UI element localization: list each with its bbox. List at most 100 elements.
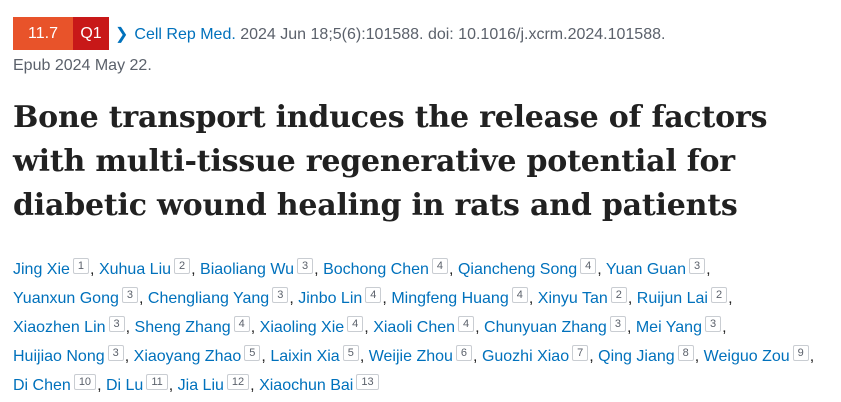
author-name-link[interactable]: Jing Xie xyxy=(13,261,70,278)
epub-date: Epub 2024 May 22. xyxy=(13,57,152,74)
author-name-link[interactable]: Xiaoyang Zhao xyxy=(133,348,242,365)
author-name-link[interactable]: Huijiao Nong xyxy=(13,348,105,365)
affiliation-badge[interactable]: 13 xyxy=(356,374,379,390)
affiliation-badge[interactable]: 4 xyxy=(347,316,364,332)
author-separator: , xyxy=(589,348,594,365)
author-name-link[interactable]: Weiguo Zou xyxy=(703,348,790,365)
author-name-link[interactable]: Biaoliang Wu xyxy=(200,261,295,278)
affiliation-badge[interactable]: 2 xyxy=(710,287,728,303)
affiliation-badge[interactable]: 1 xyxy=(72,258,90,274)
author-item: Weiguo Zou 9, xyxy=(703,345,814,365)
author-item: Jia Liu 12, xyxy=(177,374,255,394)
author-name-link[interactable]: Xinyu Tan xyxy=(537,290,608,307)
author-separator: , xyxy=(97,377,102,394)
author-name-link[interactable]: Xuhua Liu xyxy=(98,261,172,278)
affiliation-badge[interactable]: 10 xyxy=(73,374,97,390)
author-name-link[interactable]: Yuanxun Gong xyxy=(13,290,119,307)
author-name-link[interactable]: Weijie Zhou xyxy=(368,348,453,365)
author-item: Xuhua Liu 2, xyxy=(98,258,196,278)
citation-text: ❯ Cell Rep Med. 2024 Jun 18;5(6):101588. … xyxy=(115,24,665,44)
author-name-link[interactable]: Mingfeng Huang xyxy=(391,290,509,307)
author-separator: , xyxy=(722,319,727,336)
author-name-link[interactable]: Guozhi Xiao xyxy=(481,348,570,365)
affiliation-badge[interactable]: 4 xyxy=(233,316,250,332)
author-separator: , xyxy=(364,319,369,336)
author-separator: , xyxy=(191,261,196,278)
author-item: Jinbo Lin 4, xyxy=(298,287,387,307)
author-name-link[interactable]: Di Lu xyxy=(105,377,144,394)
affiliation-badge[interactable]: 3 xyxy=(688,258,706,274)
author-name-link[interactable]: Chunyuan Zhang xyxy=(484,319,607,336)
affiliation-badge[interactable]: 4 xyxy=(458,316,475,332)
author-separator: , xyxy=(261,348,266,365)
affiliation-badge[interactable]: 3 xyxy=(609,316,626,332)
author-name-link[interactable]: Xiaoli Chen xyxy=(373,319,456,336)
author-separator: , xyxy=(90,261,95,278)
author-separator: , xyxy=(359,348,365,365)
quartile-badge[interactable]: Q1 xyxy=(73,17,109,50)
author-name-link[interactable]: Jia Liu xyxy=(177,377,224,394)
authors-list: Jing Xie 1, Xuhua Liu 2, Biaoliang Wu 3, Bo… xyxy=(13,255,833,400)
journal-metrics-badge[interactable]: 11.7 Q1 xyxy=(13,17,109,50)
author-item: Biaoliang Wu 3, xyxy=(200,258,319,278)
affiliation-badge[interactable]: 4 xyxy=(511,287,528,303)
author-item: Ruijun Lai 2, xyxy=(636,287,733,307)
author-item: Mingfeng Huang 4, xyxy=(391,287,533,307)
author-name-link[interactable]: Xiaochun Bai xyxy=(259,377,354,394)
author-name-link[interactable]: Di Chen xyxy=(13,377,71,394)
affiliation-badge[interactable]: 11 xyxy=(146,374,168,390)
author-item: Di Lu 11, xyxy=(105,374,174,394)
author-name-link[interactable]: Bochong Chen xyxy=(323,261,429,278)
author-separator: , xyxy=(728,290,733,307)
affiliation-badge[interactable]: 5 xyxy=(244,345,261,361)
author-name-link[interactable]: Ruijun Lai xyxy=(636,290,708,307)
affiliation-badge[interactable]: 8 xyxy=(677,345,694,361)
author-item: Di Chen 10, xyxy=(13,374,102,394)
author-name-link[interactable]: Jinbo Lin xyxy=(298,290,363,307)
author-separator: , xyxy=(597,261,602,278)
affiliation-badge[interactable]: 9 xyxy=(792,345,809,361)
author-name-link[interactable]: Xiaozhen Lin xyxy=(13,319,106,336)
citation-details: 2024 Jun 18;5(6):101588. doi: 10.1016/j.… xyxy=(240,25,666,43)
affiliation-badge[interactable]: 3 xyxy=(107,345,124,361)
author-name-link[interactable]: Yuan Guan xyxy=(605,261,686,278)
author-separator: , xyxy=(475,319,480,336)
affiliation-badge[interactable]: 3 xyxy=(297,258,314,274)
author-separator: , xyxy=(250,377,255,394)
author-name-link[interactable]: Xiaoling Xie xyxy=(259,319,345,336)
author-name-link[interactable]: Chengliang Yang xyxy=(147,290,270,307)
journal-link[interactable]: Cell Rep Med. xyxy=(134,25,236,43)
affiliation-badge[interactable]: 3 xyxy=(704,316,722,332)
affiliation-badge[interactable]: 4 xyxy=(431,258,449,274)
author-name-link[interactable]: Sheng Zhang xyxy=(134,319,231,336)
author-separator: , xyxy=(382,290,387,307)
author-separator: , xyxy=(694,348,700,365)
chevron-right-icon[interactable]: ❯ xyxy=(115,25,129,43)
affiliation-badge[interactable]: 12 xyxy=(226,374,250,390)
affiliation-badge[interactable]: 5 xyxy=(342,345,359,361)
author-item: Xiaochun Bai 13 xyxy=(259,374,380,394)
affiliation-badge[interactable]: 2 xyxy=(610,287,627,303)
impact-factor-badge[interactable]: 11.7 xyxy=(13,17,73,50)
author-item: Weijie Zhou 6, xyxy=(368,345,478,365)
author-separator: , xyxy=(168,377,174,394)
affiliation-badge[interactable]: 4 xyxy=(365,287,382,303)
author-item: Qing Jiang 8, xyxy=(598,345,700,365)
author-name-link[interactable]: Laixin Xia xyxy=(270,348,340,365)
author-item: Yuanxun Gong 3, xyxy=(13,287,143,307)
author-name-link[interactable]: Mei Yang xyxy=(635,319,702,336)
author-item: Chunyuan Zhang 3, xyxy=(484,316,631,336)
affiliation-badge[interactable]: 7 xyxy=(572,345,589,361)
affiliation-badge[interactable]: 3 xyxy=(108,316,125,332)
affiliation-badge[interactable]: 3 xyxy=(121,287,138,303)
affiliation-badge[interactable]: 4 xyxy=(580,258,597,274)
affiliation-badge[interactable]: 2 xyxy=(174,258,191,274)
author-item: Bochong Chen 4, xyxy=(323,258,454,278)
affiliation-badge[interactable]: 3 xyxy=(272,287,289,303)
author-item: Chengliang Yang 3, xyxy=(147,287,294,307)
author-name-link[interactable]: Qing Jiang xyxy=(598,348,675,365)
author-separator: , xyxy=(473,348,478,365)
affiliation-badge[interactable]: 6 xyxy=(455,345,473,361)
author-name-link[interactable]: Qiancheng Song xyxy=(457,261,578,278)
